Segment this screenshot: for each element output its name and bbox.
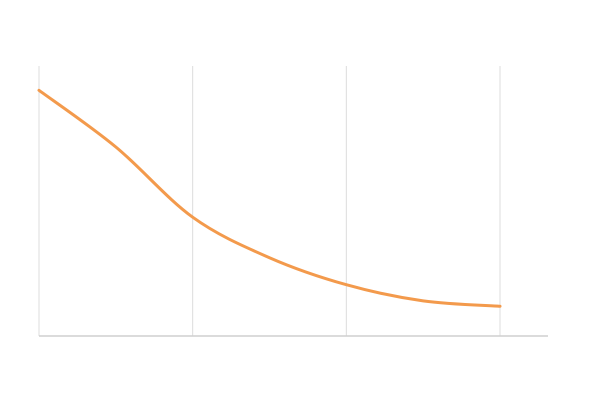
vertical-gridlines (38, 66, 501, 336)
series-line-0 (37, 88, 502, 308)
series-layer (37, 88, 502, 308)
